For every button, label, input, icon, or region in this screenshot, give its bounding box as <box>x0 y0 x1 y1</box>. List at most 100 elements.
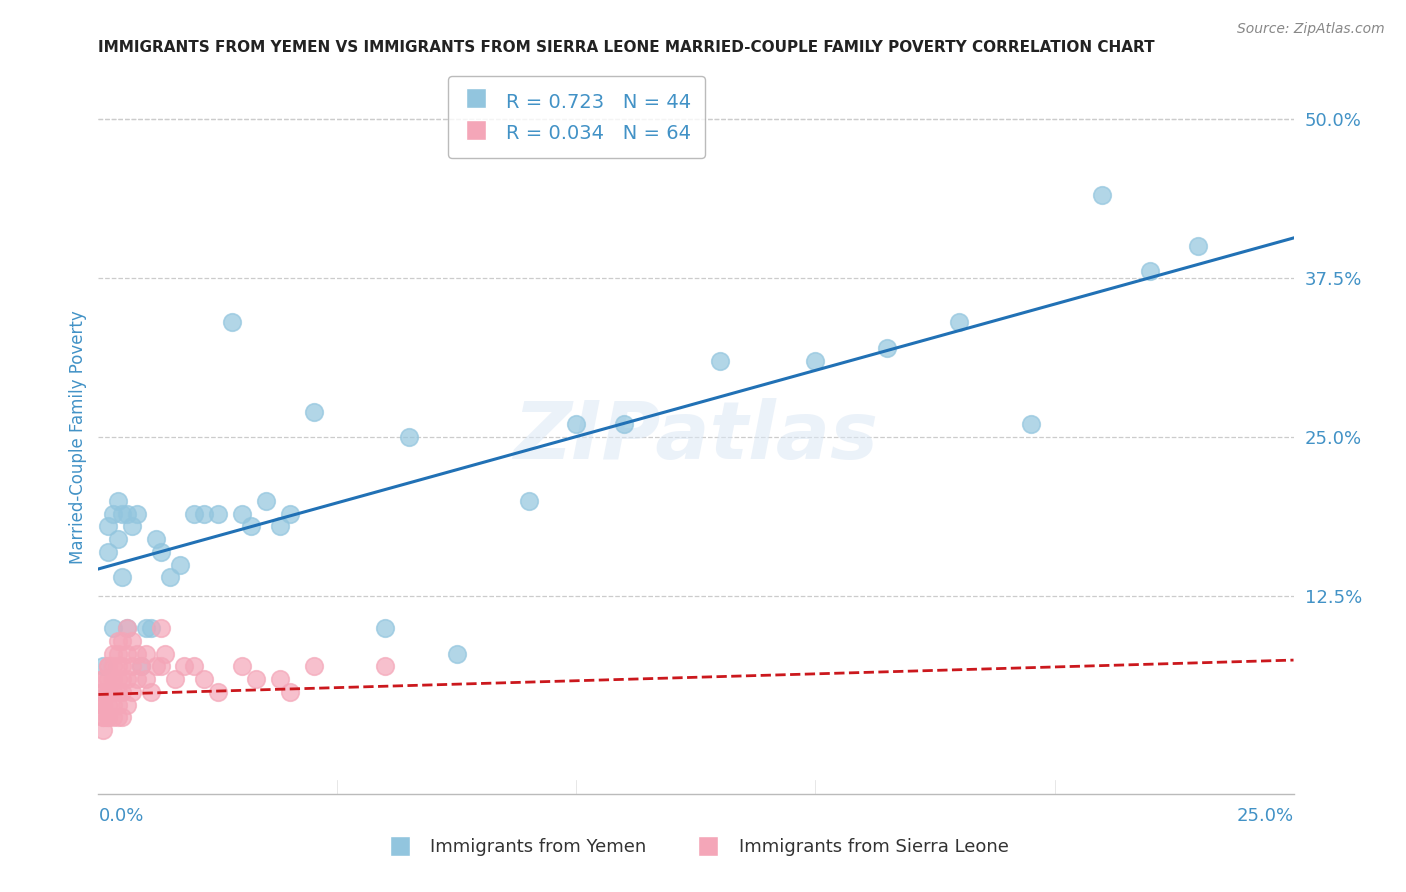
Point <box>91 710 114 724</box>
Point <box>101 621 124 635</box>
Text: Source: ZipAtlas.com: Source: ZipAtlas.com <box>1237 22 1385 37</box>
Point <box>131 659 153 673</box>
Point <box>97 659 120 673</box>
Text: IMMIGRANTS FROM YEMEN VS IMMIGRANTS FROM SIERRA LEONE MARRIED-COUPLE FAMILY POVE: IMMIGRANTS FROM YEMEN VS IMMIGRANTS FROM… <box>98 40 1156 55</box>
Point <box>135 621 157 635</box>
Point <box>269 672 291 686</box>
Point <box>107 634 129 648</box>
Point <box>97 672 120 686</box>
Point <box>115 647 138 661</box>
Point <box>139 685 162 699</box>
Point <box>97 545 120 559</box>
Point <box>91 698 114 712</box>
Point <box>1187 239 1209 253</box>
Point <box>115 507 138 521</box>
Point <box>302 659 325 673</box>
Point <box>91 698 114 712</box>
Point <box>139 621 162 635</box>
Point <box>155 647 177 661</box>
Point <box>111 570 134 584</box>
Point <box>135 672 157 686</box>
Point <box>111 672 134 686</box>
Point <box>101 685 124 699</box>
Point <box>876 341 898 355</box>
Point <box>565 417 588 432</box>
Point <box>115 621 138 635</box>
Point <box>125 647 148 661</box>
Point <box>398 430 420 444</box>
Point <box>231 507 253 521</box>
Point <box>121 685 143 699</box>
Text: ZIPatlas: ZIPatlas <box>513 398 879 476</box>
Point <box>101 672 124 686</box>
Point <box>115 672 138 686</box>
Point <box>97 710 120 724</box>
Point <box>207 685 229 699</box>
Text: 0.0%: 0.0% <box>98 806 143 824</box>
Point <box>1019 417 1042 432</box>
Point <box>159 570 181 584</box>
Point <box>115 621 138 635</box>
Point <box>91 710 114 724</box>
Point <box>97 685 120 699</box>
Point <box>193 507 215 521</box>
Point <box>121 634 143 648</box>
Point <box>302 404 325 418</box>
Point <box>709 353 731 368</box>
Point <box>107 647 129 661</box>
Point <box>1139 264 1161 278</box>
Point <box>107 710 129 724</box>
Point <box>101 647 124 661</box>
Point <box>97 519 120 533</box>
Point <box>111 659 134 673</box>
Point <box>111 685 134 699</box>
Point <box>101 659 124 673</box>
Point <box>231 659 253 673</box>
Point <box>278 685 301 699</box>
Point <box>97 698 120 712</box>
Point <box>169 558 191 572</box>
Point <box>254 493 277 508</box>
Point <box>240 519 263 533</box>
Legend: Immigrants from Yemen, Immigrants from Sierra Leone: Immigrants from Yemen, Immigrants from S… <box>377 831 1015 863</box>
Point <box>173 659 195 673</box>
Point <box>221 315 243 329</box>
Point <box>145 659 167 673</box>
Point <box>183 659 205 673</box>
Point <box>107 698 129 712</box>
Point <box>91 659 114 673</box>
Point <box>111 710 134 724</box>
Point <box>131 659 153 673</box>
Point <box>245 672 267 686</box>
Point <box>149 545 172 559</box>
Point <box>107 659 129 673</box>
Y-axis label: Married-Couple Family Poverty: Married-Couple Family Poverty <box>69 310 87 564</box>
Point <box>804 353 827 368</box>
Point <box>111 507 134 521</box>
Point <box>446 647 468 661</box>
Point <box>125 672 148 686</box>
Point <box>97 659 120 673</box>
Point <box>183 507 205 521</box>
Point <box>91 672 114 686</box>
Point <box>101 698 124 712</box>
Point <box>115 698 138 712</box>
Point <box>101 710 124 724</box>
Point <box>374 659 396 673</box>
Point <box>374 621 396 635</box>
Point <box>107 532 129 546</box>
Point <box>121 659 143 673</box>
Point <box>107 493 129 508</box>
Point <box>97 710 120 724</box>
Point <box>107 672 129 686</box>
Point <box>135 647 157 661</box>
Point <box>149 621 172 635</box>
Point <box>613 417 636 432</box>
Point <box>107 685 129 699</box>
Point <box>149 659 172 673</box>
Point <box>269 519 291 533</box>
Point <box>91 698 114 712</box>
Point <box>91 685 114 699</box>
Point <box>278 507 301 521</box>
Point <box>125 507 148 521</box>
